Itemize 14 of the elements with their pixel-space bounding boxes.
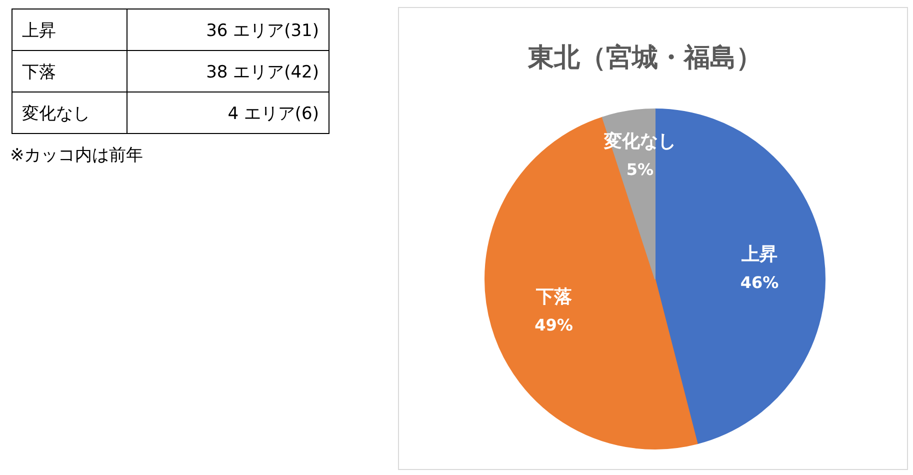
data-label: 49%: [534, 315, 573, 334]
text: 38 エリア(42): [206, 62, 319, 82]
text: 36 エリア(31): [206, 20, 319, 41]
text: 4 エリア(6): [228, 104, 319, 124]
data-label: 5%: [626, 160, 654, 180]
category-label: 変化なし: [22, 104, 90, 124]
slice-label: 下落: [534, 286, 572, 308]
text: ※カッコ内は前年: [10, 146, 144, 166]
category-label: 下落: [22, 62, 56, 82]
pie-slice: [484, 116, 698, 450]
category-label: 上昇: [22, 20, 56, 41]
slice-label: 上昇: [740, 244, 778, 265]
chart-title: 東北（宮城・福島）: [527, 43, 762, 73]
data-label: 46%: [740, 272, 779, 292]
